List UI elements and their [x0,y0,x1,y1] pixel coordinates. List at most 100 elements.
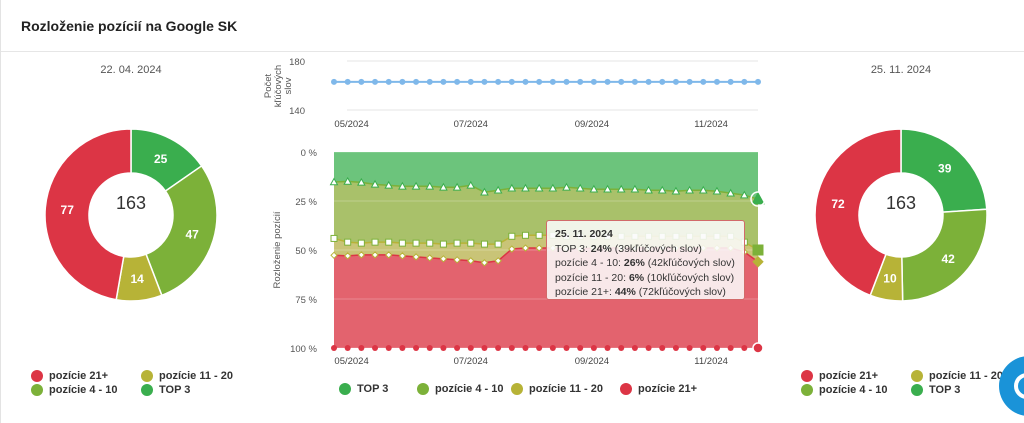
pos4-10-marker[interactable] [480,240,488,248]
left-legend-item-1[interactable]: pozície 11 - 20 [141,370,233,382]
right-legend-item-2[interactable]: pozície 4 - 10 [801,384,887,396]
pos4-10-marker[interactable] [385,238,393,246]
pos21-marker[interactable] [481,345,488,351]
top3-marker[interactable] [698,185,708,194]
pos21-marker[interactable] [659,345,666,351]
main-legend-item-3[interactable]: pozície 21+ [620,383,697,395]
keyword-count-point[interactable] [495,78,502,85]
top3-marker[interactable] [562,182,571,191]
keyword-count-point[interactable] [645,78,652,85]
right-donut-chart[interactable]: 39 42 10 72 163 [813,127,989,303]
keyword-count-point[interactable] [481,78,488,85]
pos4-10-marker[interactable] [439,240,447,248]
pos21-marker[interactable] [700,345,707,351]
pos21-marker[interactable] [372,345,379,351]
keyword-count-point[interactable] [590,78,597,85]
pos11-20-marker[interactable] [398,252,407,260]
keyword-count-point[interactable] [727,78,734,85]
left-legend-item-2[interactable]: pozície 4 - 10 [31,384,117,396]
right-donut-slice-1[interactable] [901,208,988,302]
pos4-10-marker[interactable] [398,239,406,247]
keyword-count-point[interactable] [372,78,379,85]
keyword-count-point[interactable] [577,78,584,85]
keyword-count-point[interactable] [563,78,570,85]
pos21-marker[interactable] [331,345,337,351]
pos4-10-marker[interactable] [330,234,338,242]
pos11-20-marker[interactable] [412,253,420,261]
pos11-20-marker[interactable] [521,244,530,252]
main-legend-item-0[interactable]: TOP 3 [339,383,388,395]
top3-marker[interactable] [439,182,448,191]
top3-marker[interactable] [603,184,612,193]
keyword-count-point[interactable] [399,78,406,85]
keyword-count-point[interactable] [508,78,515,85]
pos21-marker[interactable] [440,345,447,351]
keyword-count-point[interactable] [741,78,748,85]
top3-marker[interactable] [630,184,640,193]
top3-marker[interactable] [480,187,489,196]
pos21-marker[interactable] [713,345,720,351]
top3-marker[interactable] [521,183,530,192]
top3-marker[interactable] [671,186,681,195]
pos21-marker[interactable] [522,345,529,351]
pos11-20-marker[interactable] [330,251,338,259]
pos4-10-marker[interactable] [521,231,529,239]
keyword-count-point[interactable] [686,78,693,85]
pos21-marker[interactable] [454,345,461,351]
pos21-marker[interactable] [536,345,543,351]
keyword-count-point[interactable] [426,78,433,85]
keyword-count-point[interactable] [536,78,543,85]
left-legend-item-3[interactable]: TOP 3 [141,384,190,396]
keyword-count-point[interactable] [522,78,529,85]
keyword-count-point[interactable] [385,78,392,85]
pos4-10-marker[interactable] [752,244,764,256]
pos21-marker[interactable] [467,345,474,351]
pos11-20-marker[interactable] [467,257,475,265]
pos21-marker[interactable] [508,345,515,351]
keyword-count-point[interactable] [344,78,351,85]
top3-marker[interactable] [534,183,544,192]
top3-marker[interactable] [739,190,749,199]
top3-marker[interactable] [616,184,626,193]
top3-marker[interactable] [644,185,653,194]
pos11-20-marker[interactable] [535,244,543,252]
top3-marker[interactable] [548,183,558,192]
keyword-count-point[interactable] [549,78,556,85]
top3-marker[interactable] [343,176,353,185]
pos4-10-marker[interactable] [357,239,365,247]
right-donut-slice-0[interactable] [900,128,988,213]
top3-marker[interactable] [507,183,517,192]
keyword-count-point[interactable] [604,78,611,85]
top3-marker[interactable] [425,181,435,190]
keyword-count-point[interactable] [440,78,447,85]
pos21-marker[interactable] [358,345,365,351]
top3-marker[interactable] [384,180,394,189]
pos4-10-marker[interactable] [467,239,475,247]
keyword-count-point[interactable] [413,78,420,85]
pos21-marker[interactable] [413,345,420,351]
main-legend-item-1[interactable]: pozície 4 - 10 [417,383,503,395]
top3-marker[interactable] [370,179,380,188]
pos21-marker[interactable] [549,345,556,351]
pos21-marker[interactable] [577,345,584,351]
pos21-marker[interactable] [645,345,652,351]
top3-marker[interactable] [685,185,694,194]
top3-marker[interactable] [589,184,599,193]
pos11-20-marker[interactable] [480,259,489,267]
pos21-marker[interactable] [399,345,406,351]
pos21-marker[interactable] [672,345,679,351]
pos11-20-marker[interactable] [357,251,366,259]
right-donut-slice-3[interactable] [814,128,902,297]
pos21-marker[interactable] [686,345,693,351]
top3-marker[interactable] [452,182,462,191]
pos21-marker[interactable] [563,345,570,351]
keyword-count-point[interactable] [755,78,761,85]
keyword-count-point[interactable] [713,78,720,85]
pos4-10-marker[interactable] [494,240,502,248]
pos11-20-marker[interactable] [426,254,434,262]
right-legend-item-0[interactable]: pozície 21+ [801,370,878,382]
keyword-count-point[interactable] [618,78,625,85]
main-legend-item-2[interactable]: pozície 11 - 20 [511,383,603,395]
pos11-20-marker[interactable] [439,255,448,263]
top3-marker[interactable] [751,192,765,205]
